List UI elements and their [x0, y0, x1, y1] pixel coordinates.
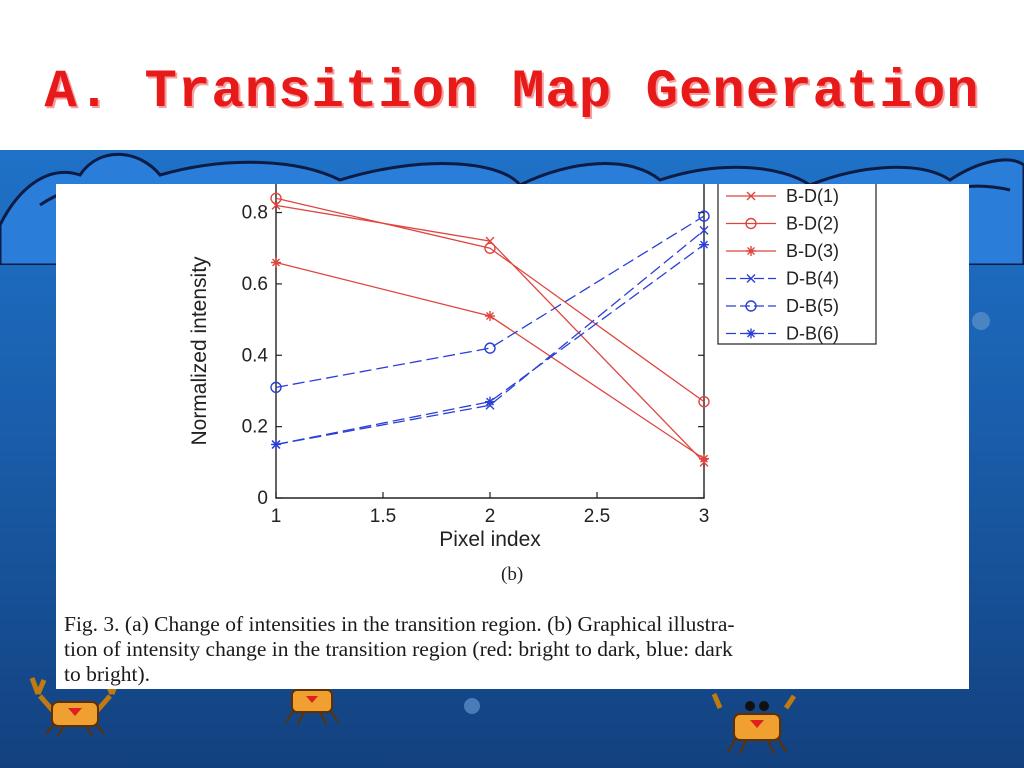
data-point — [699, 225, 709, 235]
figure-panel: 0 0.2 0.4 0.6 0.8 1 1.5 2 2.5 3 Pixel index Normali… — [56, 184, 969, 689]
data-point — [745, 217, 757, 230]
data-point — [745, 300, 757, 312]
series-line — [275, 197, 705, 403]
legend-entry: B-D(2) — [786, 214, 839, 234]
x-tick-label: 2.5 — [584, 506, 610, 527]
bubble-decoration — [972, 312, 990, 330]
y-tick-label: 0.6 — [242, 274, 268, 295]
data-point — [699, 453, 709, 464]
y-tick-label: 0.4 — [242, 345, 269, 366]
data-point — [485, 396, 495, 407]
crab-icon — [711, 693, 797, 755]
legend-entry: D-B(6) — [786, 324, 839, 344]
subfigure-label: (b) — [501, 564, 524, 585]
data-point — [270, 381, 282, 394]
data-point — [484, 342, 496, 354]
crab-icon — [29, 677, 121, 736]
series-line — [275, 204, 705, 463]
data-point — [746, 328, 756, 339]
y-tick-label: 0.2 — [242, 417, 268, 438]
data-point — [746, 274, 756, 283]
y-tick-label: 0 — [257, 488, 268, 509]
x-tick-label: 1.5 — [370, 506, 396, 527]
data-point — [271, 439, 281, 450]
y-tick-label: 0.8 — [242, 203, 268, 224]
series-line — [275, 229, 705, 446]
data-point — [271, 257, 281, 268]
x-axis-label: Pixel index — [439, 528, 541, 551]
series-line — [275, 215, 705, 389]
legend-box — [717, 184, 877, 345]
line-chart: 0 0.2 0.4 0.6 0.8 1 1.5 2 2.5 3 Pixel index Normali… — [188, 184, 877, 551]
x-tick-label: 2 — [485, 506, 496, 527]
data-point — [270, 192, 282, 204]
data-point — [698, 395, 710, 408]
data-point — [698, 210, 710, 222]
bubble-decoration — [464, 698, 480, 714]
legend-entry: B-D(3) — [786, 241, 839, 261]
x-tick-label: 1 — [271, 506, 282, 527]
series-line — [275, 244, 705, 446]
slide-title: A. Transition Map Generation — [44, 62, 980, 123]
legend-entry: B-D(1) — [786, 186, 839, 206]
data-point — [746, 191, 756, 201]
legend-entry: D-B(5) — [786, 296, 839, 316]
crab-icon — [285, 689, 339, 725]
data-point — [746, 246, 756, 256]
data-point — [699, 239, 709, 250]
series-line — [275, 261, 705, 460]
data-point — [484, 242, 496, 254]
caption-line: to bright). — [64, 662, 150, 686]
legend-entry: D-B(4) — [786, 269, 839, 289]
caption-line: Fig. 3. (a) Change of intensities in the… — [64, 612, 735, 636]
data-point — [485, 311, 495, 322]
figure-caption: Fig. 3. (a) Change of intensities in the… — [64, 612, 964, 687]
plot-frame — [275, 184, 705, 499]
y-axis-label: Normalized intensity — [188, 256, 211, 446]
caption-line: tion of intensity change in the transiti… — [64, 637, 733, 661]
x-tick-label: 3 — [699, 506, 710, 527]
